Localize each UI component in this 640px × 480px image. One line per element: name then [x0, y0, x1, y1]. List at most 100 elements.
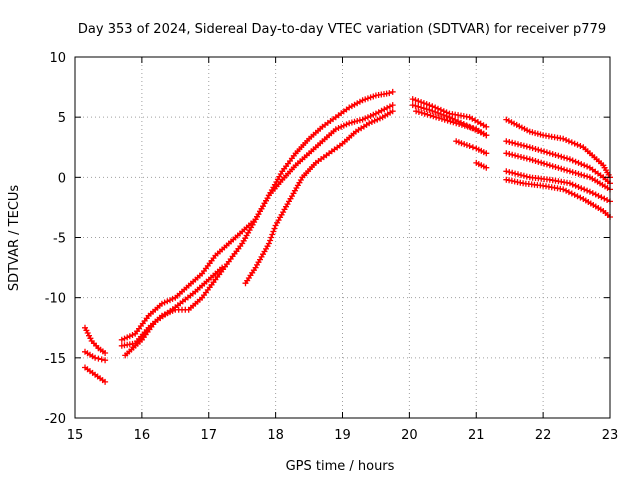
data-point — [351, 118, 358, 125]
chart-title: Day 353 of 2024, Sidereal Day-to-day VTE… — [78, 22, 606, 37]
data-point — [581, 186, 588, 193]
data-point — [575, 184, 582, 190]
data-point — [453, 120, 460, 127]
series-1 — [82, 324, 109, 356]
data-point — [584, 163, 591, 170]
data-point — [529, 145, 536, 152]
data-point — [461, 141, 468, 148]
data-point — [526, 144, 533, 151]
data-point — [520, 142, 527, 149]
series-7 — [242, 108, 396, 287]
data-point — [121, 335, 128, 342]
data-point — [566, 156, 573, 163]
data-point — [534, 130, 541, 137]
data-point — [389, 88, 396, 95]
x-tick-label: 22 — [535, 428, 552, 443]
x-axis-label: GPS time / hours — [286, 459, 395, 474]
data-point — [581, 162, 588, 169]
data-point — [566, 168, 573, 175]
data-point — [586, 188, 593, 195]
data-point — [346, 120, 353, 127]
data-point — [466, 143, 473, 149]
x-tick-label: 17 — [200, 428, 217, 443]
data-point — [506, 169, 513, 176]
data-point — [458, 121, 465, 128]
data-point — [389, 108, 396, 115]
data-point — [558, 153, 565, 160]
data-point — [436, 115, 442, 121]
data-point — [421, 110, 428, 117]
data-point — [538, 159, 545, 166]
data-point — [409, 102, 416, 109]
data-point — [549, 163, 556, 170]
data-point — [450, 119, 457, 126]
data-point — [267, 237, 274, 244]
data-point — [509, 169, 516, 176]
data-point — [169, 295, 176, 302]
x-tick-label: 19 — [334, 428, 351, 443]
data-point — [364, 114, 371, 121]
data-point — [456, 121, 463, 127]
data-point — [584, 173, 591, 180]
data-point — [432, 109, 439, 115]
data-point — [453, 138, 460, 145]
y-axis-label: SDTVAR / TECUs — [7, 185, 22, 292]
data-point — [552, 152, 559, 158]
data-point — [509, 139, 516, 146]
data-point — [366, 120, 373, 127]
data-point — [598, 194, 605, 201]
data-point — [564, 167, 570, 174]
data-point — [92, 354, 99, 361]
x-tick-label: 20 — [401, 428, 418, 443]
data-point — [483, 150, 490, 157]
data-point — [532, 146, 539, 152]
data-point — [87, 335, 94, 342]
data-point — [569, 181, 576, 188]
data-point — [412, 97, 419, 104]
data-point — [543, 161, 550, 168]
data-point — [529, 157, 536, 164]
data-point — [515, 141, 521, 148]
data-point — [367, 94, 374, 101]
data-point — [560, 135, 567, 142]
data-point — [164, 298, 171, 305]
data-point — [463, 142, 470, 149]
data-point — [512, 170, 519, 177]
data-point — [340, 122, 347, 129]
data-point — [561, 154, 568, 161]
data-point — [532, 130, 539, 137]
data-point — [572, 158, 579, 165]
data-point — [469, 144, 476, 151]
data-point — [335, 125, 342, 131]
data-point — [446, 114, 453, 121]
data-point — [529, 129, 536, 136]
data-point — [443, 113, 450, 120]
data-point — [464, 123, 471, 130]
data-point — [503, 138, 510, 145]
data-point — [546, 162, 553, 169]
data-point — [461, 122, 468, 129]
data-point — [102, 378, 109, 385]
data-point — [563, 137, 570, 143]
data-point — [561, 166, 568, 173]
data-point — [523, 173, 530, 180]
data-point — [520, 172, 527, 179]
x-tick-label: 21 — [468, 428, 485, 443]
data-point — [577, 143, 584, 149]
data-point — [161, 299, 168, 306]
data-series — [82, 88, 613, 385]
data-point — [523, 155, 530, 162]
data-point — [364, 95, 371, 102]
series-3 — [82, 364, 109, 385]
series-13 — [503, 116, 613, 181]
x-tick-label: 23 — [602, 428, 619, 443]
data-point — [555, 164, 562, 171]
y-tick-label: 10 — [49, 51, 66, 66]
data-point — [578, 161, 585, 168]
data-point — [429, 108, 436, 114]
data-point — [520, 154, 527, 161]
data-point — [362, 115, 369, 122]
series-16 — [503, 168, 613, 205]
data-point — [430, 113, 437, 120]
